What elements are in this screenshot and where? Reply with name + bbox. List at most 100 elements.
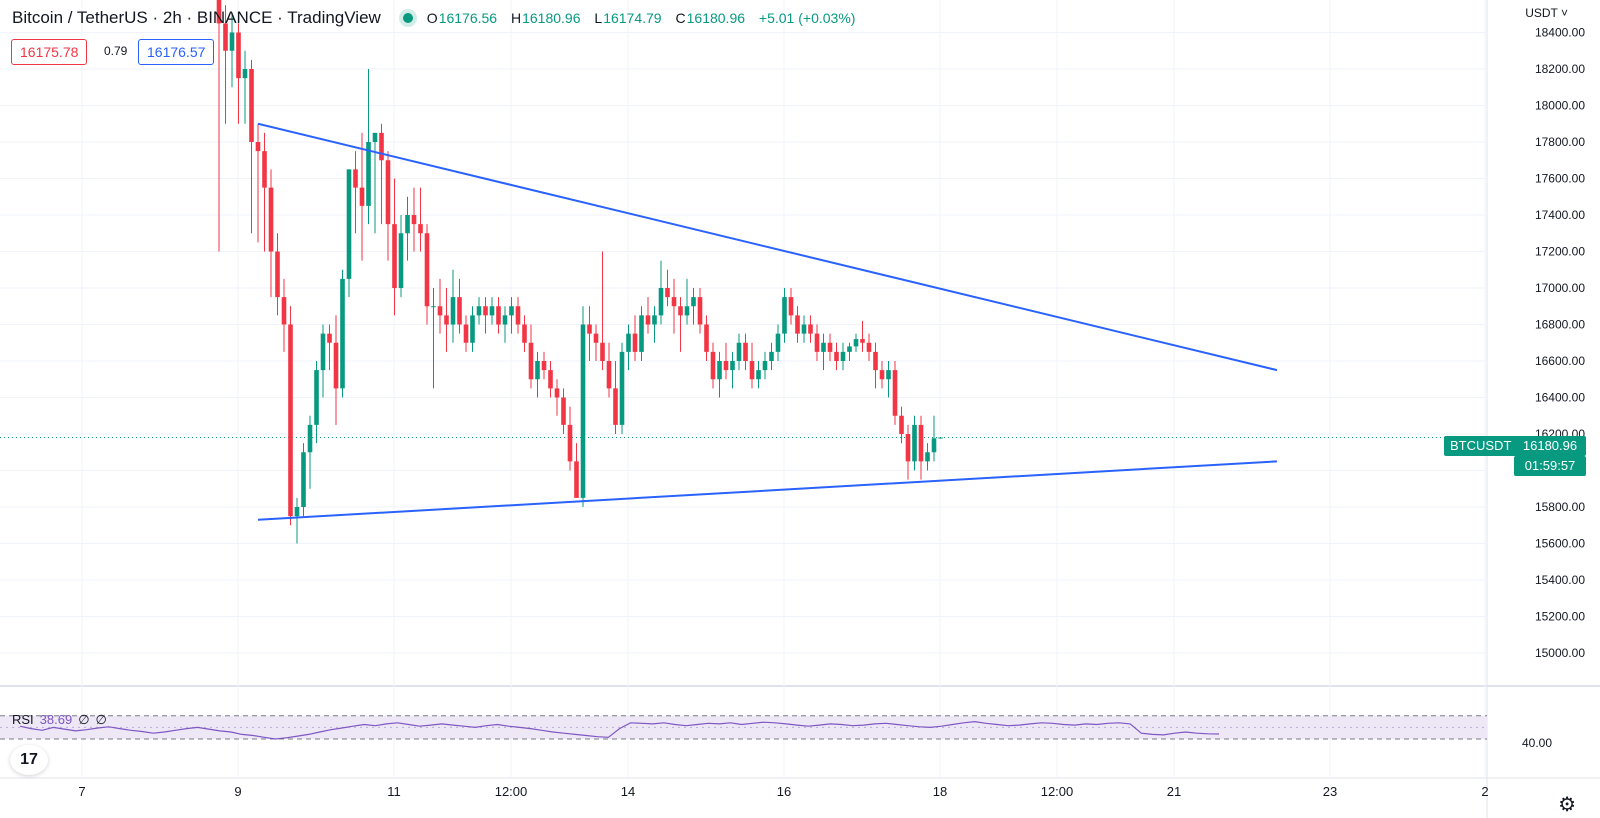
candle-body [593,333,599,343]
candle [658,260,664,325]
candle-body [606,361,612,389]
candle [632,315,638,361]
candle-body [619,351,625,425]
candle-body [301,452,306,507]
candle [938,437,943,439]
candle-body [392,224,397,288]
x-tick-label: 12:00 [1041,784,1074,799]
spread-value: 0.79 [104,44,128,58]
candle [411,187,417,252]
candle-body [827,342,833,352]
candle [522,315,527,352]
rsi-pane [0,715,1487,740]
candle [327,324,332,371]
open-key: O [426,10,438,26]
candle [879,361,885,389]
candle-body [678,306,683,316]
tradingview-logo[interactable]: 17 [10,745,48,775]
low-value: 16174.79 [603,10,662,26]
ohlc-readout: O16176.56 H16180.96 L16174.79 C16180.96 … [427,10,866,26]
candle-body [528,342,534,380]
candle-body [795,315,800,334]
candle [405,196,410,261]
candle-body [502,315,508,325]
candle [873,342,878,389]
y-tick-label: 16600.00 [1535,354,1585,368]
candle-body [671,297,677,307]
x-tick-label: 12:00 [495,784,528,799]
candle [912,415,917,471]
candle-body [632,333,638,352]
symbol-title[interactable]: Bitcoin / TetherUS · 2h · BINANCE · Trad… [12,8,381,27]
candle [704,315,709,361]
candle-body [834,351,839,361]
candle [795,306,800,343]
candle-body [665,288,670,298]
candle-body [710,351,716,380]
candlestick-series [216,0,943,544]
chart-header: Bitcoin / TetherUS · 2h · BINANCE · Trad… [12,8,865,28]
rsi-extra-1: ∅ [78,712,90,727]
candle-body [548,370,553,389]
gear-icon[interactable]: ⚙ [1558,794,1576,816]
candle-body [736,342,742,361]
candle [645,297,651,334]
candle-body [320,333,326,371]
y-tick-label: 17600.00 [1535,172,1585,186]
rsi-label: RSI [12,712,34,727]
candle-body [223,23,228,51]
candle-body [457,297,462,325]
candle-body [717,361,722,380]
y-tick-label: 16400.00 [1535,391,1585,405]
currency-selector[interactable]: USDT ˅ [1525,6,1568,20]
rsi-legend[interactable]: RSI 38.69 ∅ ∅ [12,712,107,728]
candle [574,443,579,498]
y-tick-label: 15000.00 [1535,646,1585,660]
candle-body [931,438,937,453]
candle [431,288,436,389]
candle [925,443,930,471]
y-tick-label: 17200.00 [1535,245,1585,259]
candle [463,315,469,352]
candle [398,215,404,298]
candle-body [762,361,768,371]
candle [249,59,254,234]
candle [736,333,742,371]
candle-body [366,142,371,206]
candle [717,351,722,398]
candle-body [905,434,911,462]
candle-body [925,452,930,462]
rsi-level-label: 40.00 [1522,736,1553,750]
candle-body [450,297,456,325]
candle [359,132,365,261]
candle [301,443,306,517]
x-tick-label: 23 [1323,784,1337,799]
candle [723,342,729,380]
candle-body [626,333,631,352]
candle-body [769,351,774,361]
candle [834,342,839,371]
candle-body [229,32,235,51]
candle [678,297,683,352]
candle [905,424,911,480]
x-tick-label: 18 [933,784,947,799]
candle-body [879,370,885,380]
candle [216,0,222,252]
candle [541,351,547,380]
candle [548,361,553,398]
candle-body [281,297,287,325]
candle [593,324,599,361]
candle [600,251,605,371]
candle [229,14,235,88]
candle-body [236,32,241,79]
candle-body [431,306,436,308]
candle-body [840,351,846,361]
buy-price-button[interactable]: 16176.57 [138,39,215,65]
close-value: 16180.96 [686,10,746,26]
open-value: 16176.56 [438,10,498,26]
rsi-extra-2: ∅ [95,712,107,727]
candle [684,278,690,325]
sell-price-button[interactable]: 16175.78 [11,39,88,65]
candle [366,69,371,225]
